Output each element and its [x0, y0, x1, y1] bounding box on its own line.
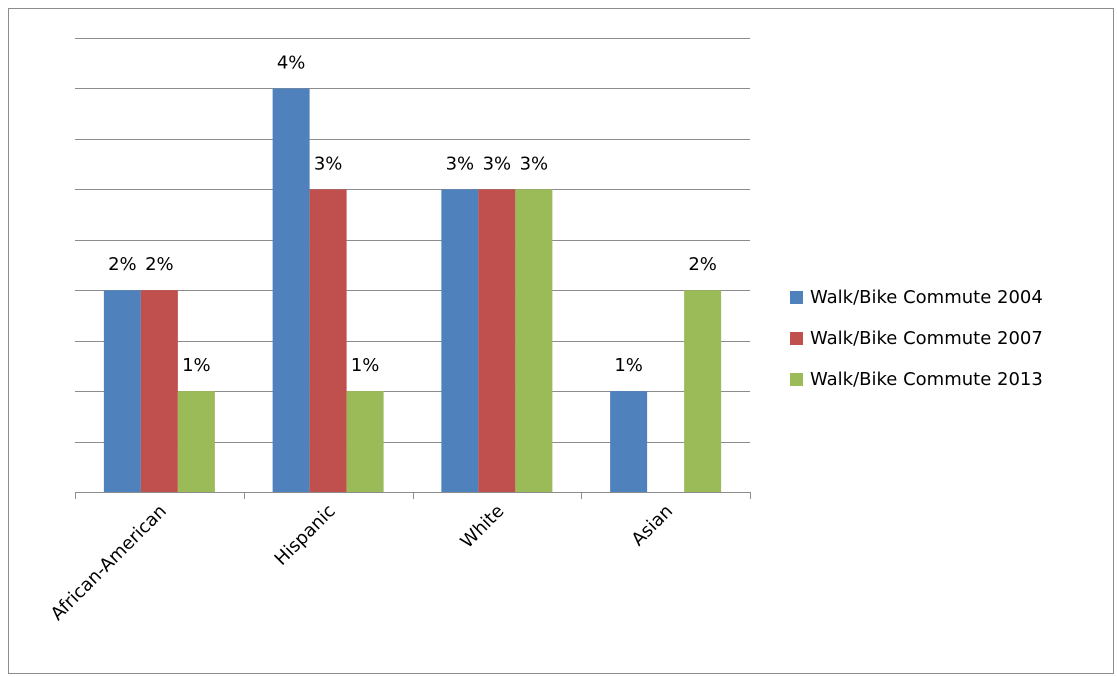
bar	[515, 189, 553, 493]
x-tick-label: White	[457, 501, 509, 553]
data-label: 1%	[182, 355, 211, 376]
legend-swatch	[790, 373, 803, 386]
data-label: 3%	[314, 153, 343, 174]
data-label: 3%	[446, 153, 475, 174]
bar	[103, 290, 141, 492]
x-tick-label: Asian	[628, 501, 678, 551]
legend-item: Walk/Bike Commute 2007	[790, 328, 1043, 349]
data-label: 2%	[108, 254, 137, 275]
data-label: 3%	[483, 153, 512, 174]
bar	[610, 391, 648, 492]
data-label: 2%	[688, 254, 717, 275]
bar	[441, 189, 479, 493]
data-labels: 2% 2% 1% 4% 3% 1% 3% 3% 3% 1% 2%	[108, 52, 717, 376]
legend-swatch	[790, 291, 803, 304]
legend: Walk/Bike Commute 2004 Walk/Bike Commute …	[790, 287, 1043, 390]
legend-label: Walk/Bike Commute 2004	[810, 287, 1043, 308]
data-label: 4%	[277, 52, 306, 73]
legend-label: Walk/Bike Commute 2013	[810, 369, 1043, 390]
x-axis: African-American Hispanic White Asian	[47, 492, 751, 625]
data-label: 1%	[351, 355, 380, 376]
legend-item: Walk/Bike Commute 2013	[790, 369, 1043, 390]
bar	[177, 391, 215, 492]
bar	[272, 88, 310, 492]
data-label: 1%	[614, 355, 643, 376]
data-label: 3%	[520, 153, 549, 174]
legend-item: Walk/Bike Commute 2004	[790, 287, 1043, 308]
bar	[684, 290, 722, 492]
legend-swatch	[790, 332, 803, 345]
legend-label: Walk/Bike Commute 2007	[810, 328, 1043, 349]
x-tick-label: African-American	[47, 501, 171, 625]
bar	[140, 290, 178, 492]
bars	[103, 88, 722, 493]
bar	[478, 189, 516, 493]
data-label: 2%	[145, 254, 174, 275]
bar	[346, 391, 384, 492]
x-tick-label: Hispanic	[271, 501, 340, 570]
bar	[309, 189, 347, 493]
